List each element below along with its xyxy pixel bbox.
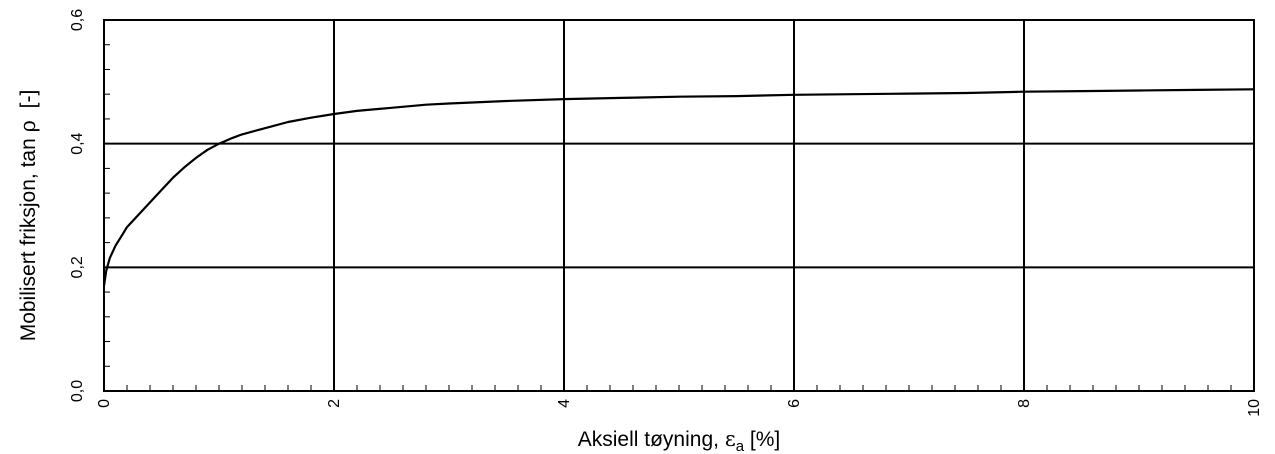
y-axis-title-symbol: ρ	[16, 120, 40, 132]
y-axis-title: Mobilisert friksjon, tan ρ [-]	[16, 90, 40, 342]
y-tick-label: 0,6	[69, 9, 86, 31]
y-tick-label: 0,2	[69, 256, 86, 278]
x-axis-title-symbol: ε	[725, 427, 736, 451]
x-axis-title-subscript: a	[736, 438, 745, 454]
grid-lines	[104, 20, 1254, 391]
x-tick-label: 4	[556, 399, 573, 408]
y-axis-title-suffix: [-]	[17, 90, 40, 120]
tick-labels: 0 2 4 6 8 10 0,0 0,2 0,4 0,6	[69, 9, 1263, 417]
y-tick-label: 0,0	[69, 380, 86, 402]
x-tick-label: 2	[326, 399, 343, 408]
x-axis-title-prefix: Aksiell tøyning,	[578, 428, 725, 451]
y-axis-title-prefix: Mobilisert friksjon, tan	[17, 132, 40, 341]
x-axis-title: Aksiell tøyning, εa [%]	[578, 427, 780, 454]
plot-area-frame	[103, 19, 1255, 392]
series-line-0	[102, 88, 1255, 287]
y-tick-label: 0,4	[69, 132, 86, 154]
x-tick-label: 6	[786, 399, 803, 408]
x-tick-label: 10	[1246, 399, 1263, 417]
x-tick-label: 0	[96, 399, 113, 408]
x-tick-label: 8	[1016, 399, 1033, 408]
series-layer	[102, 88, 1255, 287]
x-axis-title-suffix: [%]	[744, 428, 780, 451]
